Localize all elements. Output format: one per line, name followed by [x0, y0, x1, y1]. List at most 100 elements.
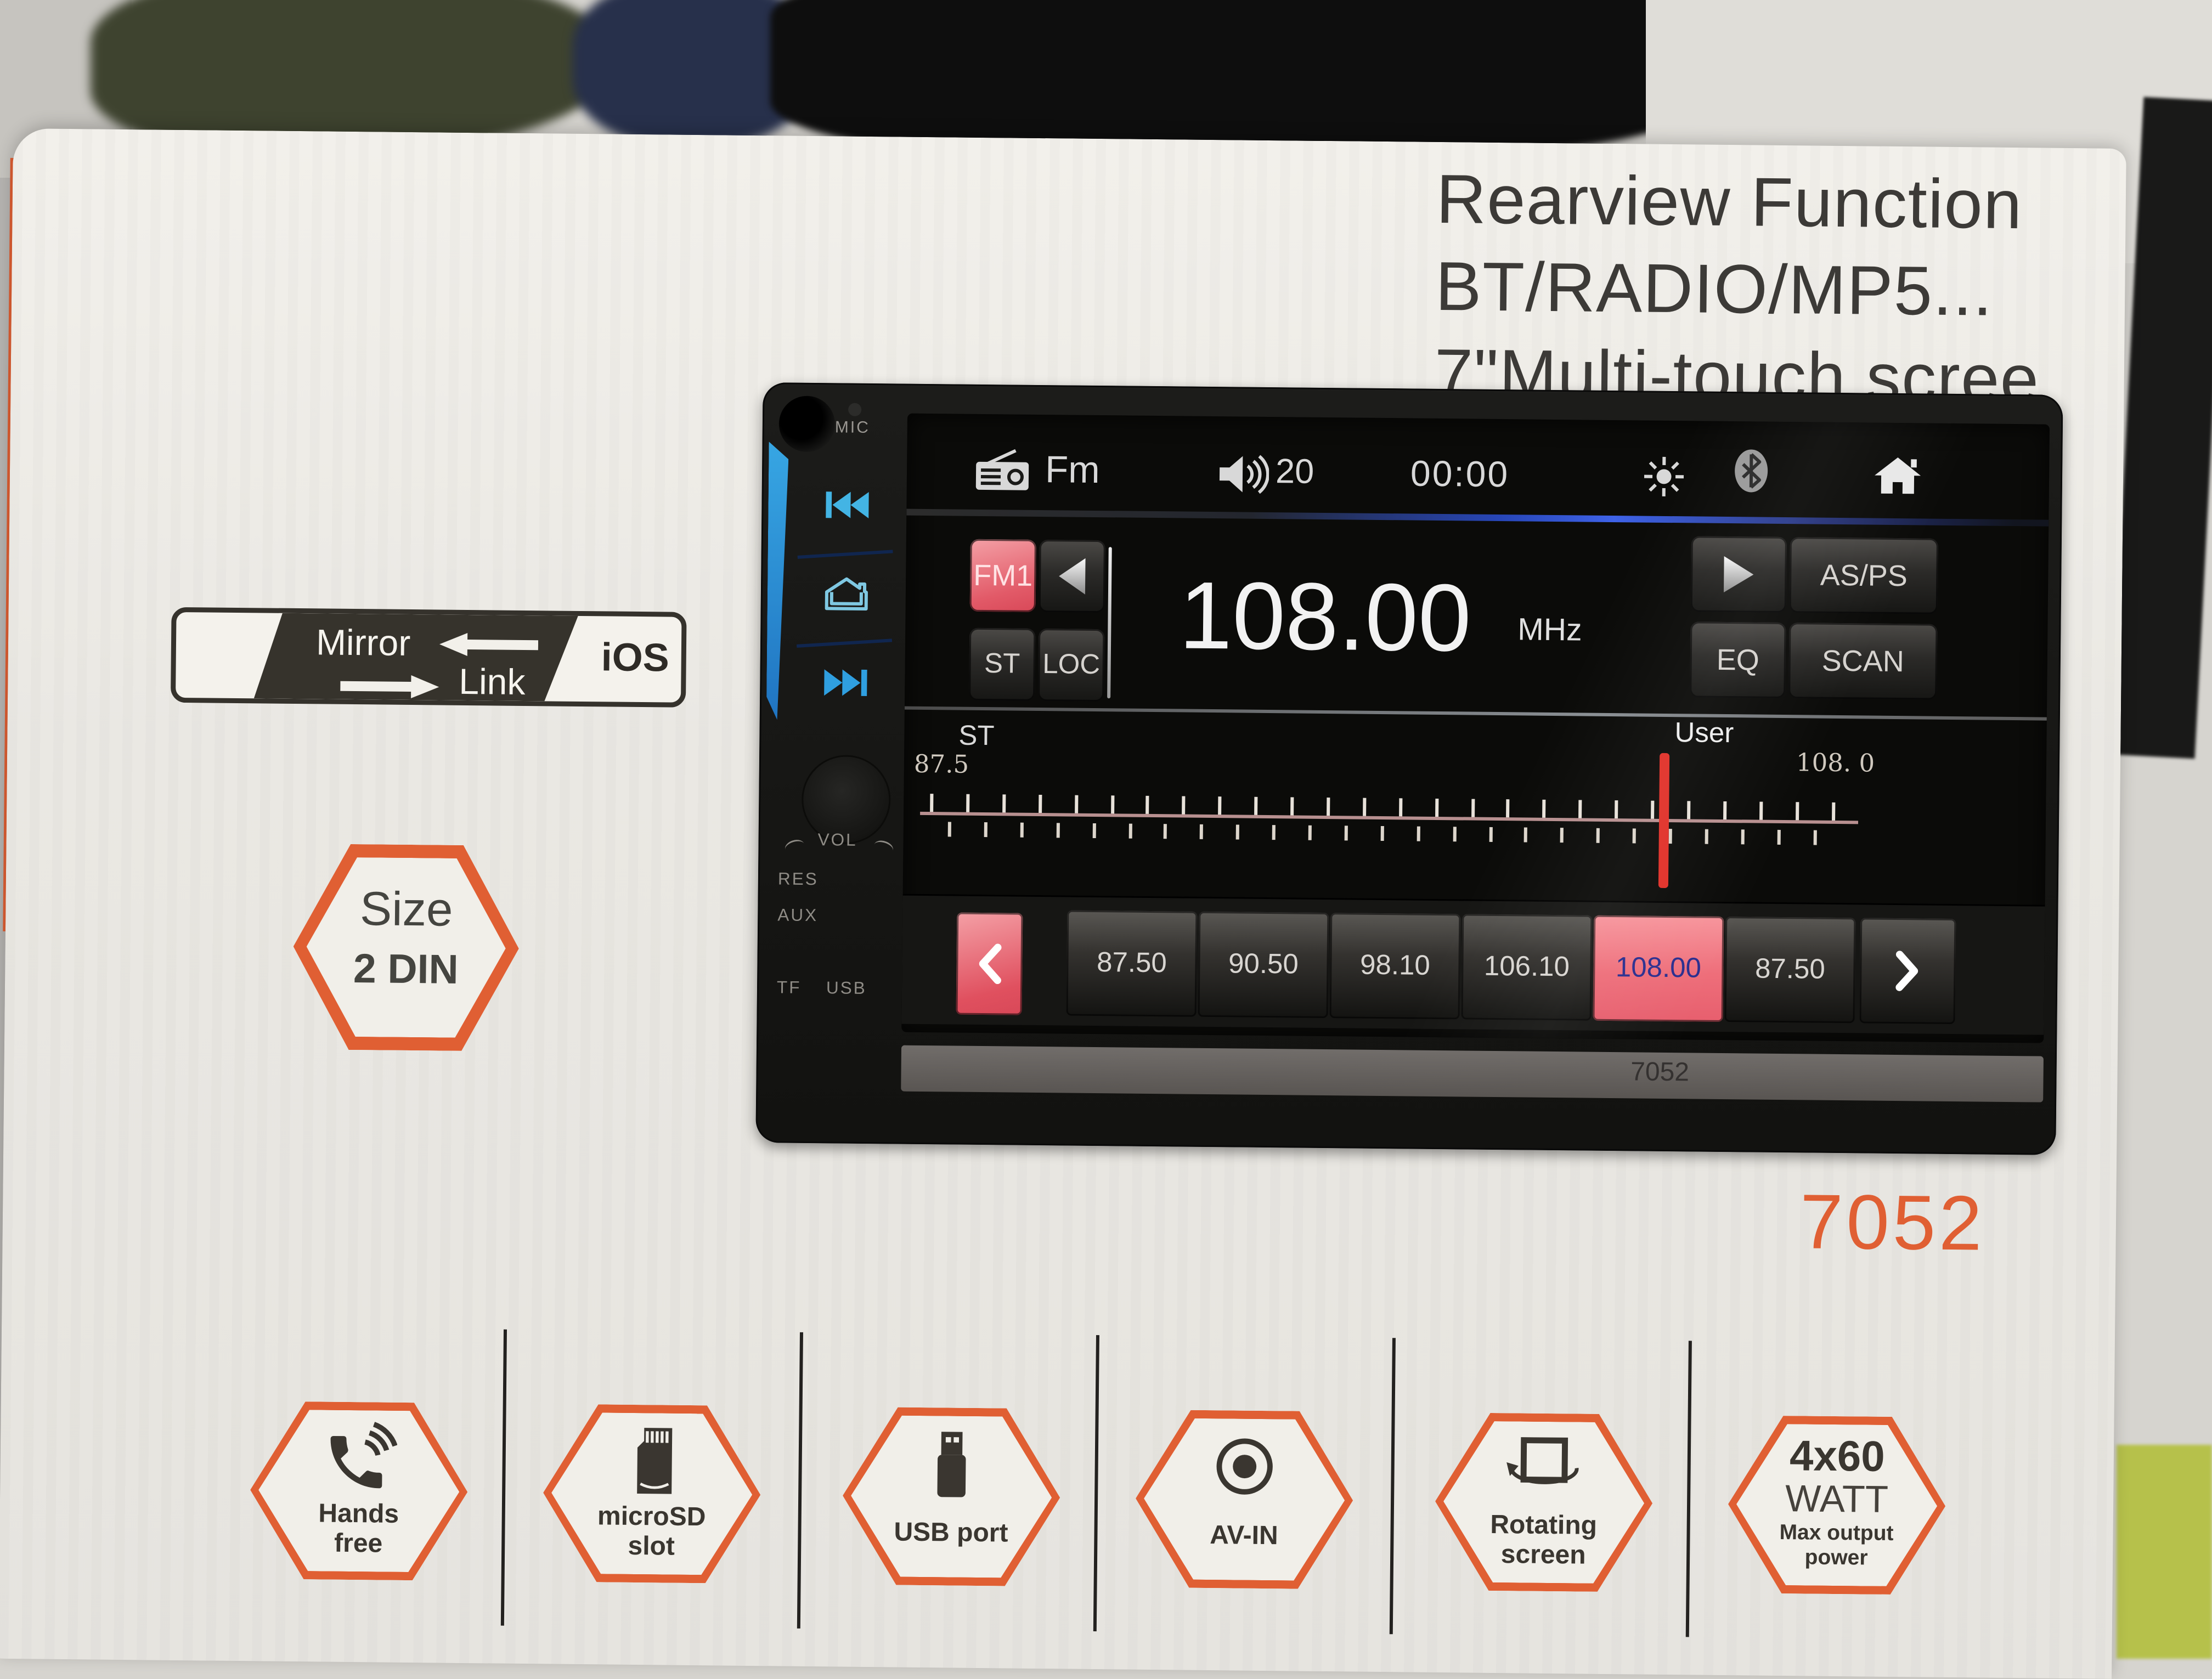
mic-hole [848, 403, 861, 416]
scan-button: SCAN [1788, 623, 1937, 700]
feature-label: Rotating [1490, 1512, 1597, 1541]
box-title-line1: Rearview Function [1436, 155, 2095, 249]
feature-handsfree: Hands free [250, 1401, 469, 1581]
local-button: LOC [1038, 629, 1104, 702]
feature-label: microSD [597, 1503, 706, 1532]
feature-divider [1686, 1341, 1692, 1637]
volume-value: 20 [1276, 453, 1314, 493]
stereo-button: ST [969, 628, 1035, 701]
home-outline-icon [820, 574, 873, 614]
feature-divider [797, 1332, 803, 1629]
vol-mark-right [872, 838, 895, 857]
home-icon [1871, 454, 1925, 498]
stereo-indicator: ST [958, 720, 995, 754]
frequency-unit: MHz [1517, 613, 1582, 650]
previous-track-button [794, 462, 900, 549]
feature-rotating-screen: Rotating screen [1435, 1412, 1654, 1592]
feature-label: Max output [1728, 1519, 1945, 1546]
feature-usb: USB port [842, 1407, 1061, 1587]
next-icon [821, 666, 871, 699]
feature-label: free [334, 1530, 383, 1559]
feature-avin: AV-IN [1135, 1410, 1354, 1590]
feature-label: WATT [1728, 1478, 1946, 1521]
mirrorlink-badge: Mirror Link iOS [171, 607, 687, 708]
feature-label: screen [1501, 1541, 1586, 1570]
preset-4: 106.10 [1462, 914, 1593, 1020]
feature-label: slot [628, 1533, 675, 1562]
scale-max: 108. 0 [1796, 748, 1875, 778]
clock: 00:00 [1394, 453, 1526, 496]
left-triangle-icon [1056, 555, 1089, 598]
topbar-divider [906, 509, 2049, 527]
box-title: Rearview Function BT/RADIO/MP5... 7"Mult… [1434, 155, 2095, 423]
handsfree-icon [321, 1422, 397, 1491]
left-arrow-icon [439, 633, 538, 657]
chin-model-number: 7052 [1569, 1058, 1751, 1089]
next-track-button [793, 640, 899, 726]
radio-source-icon [973, 447, 1032, 494]
chevron-right-icon [1893, 948, 1923, 994]
brightness-icon [1641, 454, 1688, 500]
car-stereo-render: MIC [755, 382, 2063, 1155]
watt-icon: 4x60 WATT Max output power [1728, 1432, 1946, 1570]
eq-button: EQ [1690, 621, 1786, 698]
preset-1: 87.50 [1066, 911, 1198, 1017]
play-triangle-icon [1720, 553, 1757, 596]
presets-next-button [1859, 918, 1956, 1024]
presets-previous-button [956, 913, 1023, 1015]
feature-label: power [1728, 1544, 1945, 1570]
res-label: RES [778, 869, 819, 890]
device-chin-bezel: 7052 [901, 1045, 2044, 1103]
asps-button: AS/PS [1790, 537, 1938, 614]
feature-microsd: microSD slot [543, 1404, 761, 1584]
avin-icon [1208, 1430, 1281, 1503]
bluetooth-icon [1733, 448, 1770, 494]
blue-accent-stripe [766, 442, 789, 731]
usb-icon [927, 1427, 977, 1503]
right-arrow-icon [340, 675, 439, 699]
preset-6: 87.50 [1725, 917, 1856, 1023]
scale-min: 87.5 [914, 749, 969, 779]
vol-label: VOL [817, 830, 857, 851]
mirrorlink-ios-label: iOS [587, 636, 683, 683]
preset-5: 108.00 [1593, 915, 1724, 1022]
mirrorlink-word-link: Link [459, 661, 526, 704]
user-mode-label: User [1674, 717, 1734, 750]
tune-up-button [1691, 536, 1787, 613]
touchscreen: Fm 20 00:00 [901, 414, 2050, 1043]
microsd-icon [627, 1424, 677, 1497]
feature-divider [1390, 1338, 1396, 1634]
speaker-icon [1216, 453, 1269, 496]
previous-icon [822, 488, 872, 522]
box-title-line2: BT/RADIO/MP5... [1435, 242, 2094, 336]
frequency-readout: 108.00 [1136, 564, 1515, 673]
band-button: FM1 [970, 539, 1036, 612]
feature-label: USB port [894, 1519, 1008, 1548]
chevron-left-icon [974, 941, 1005, 987]
preset-strip: 87.50 90.50 98.10 106.10 108.00 87.50 [901, 894, 2045, 1035]
tune-down-button [1039, 540, 1105, 613]
vol-mark-left [783, 838, 806, 856]
background-black-object [770, 0, 1700, 155]
size-badge: Size 2 DIN [292, 844, 520, 1052]
feature-label: Hands [318, 1500, 399, 1529]
mirrorlink-word-mirror: Mirror [316, 621, 411, 665]
preset-3: 98.10 [1330, 913, 1461, 1019]
size-value: 2 DIN [293, 946, 519, 996]
scale-separator [905, 706, 2047, 721]
product-box-front: Rearview Function BT/RADIO/MP5... 7"Mult… [0, 128, 2126, 1679]
mic-label: MIC [835, 419, 870, 438]
feature-max-output: 4x60 WATT Max output power [1728, 1415, 1946, 1595]
size-label: Size [294, 883, 520, 940]
frequency-scale-line [920, 812, 1858, 824]
usb-label: USB [826, 979, 867, 999]
background-green-corner [2117, 1445, 2212, 1659]
feature-divider [1093, 1335, 1099, 1631]
source-label: Fm [1045, 448, 1100, 493]
tf-label: TF [777, 978, 802, 998]
feature-label: 4x60 [1729, 1432, 1946, 1480]
rotating-screen-icon [1501, 1433, 1587, 1502]
panel-separator [1107, 547, 1112, 698]
tuning-needle [1658, 753, 1669, 888]
